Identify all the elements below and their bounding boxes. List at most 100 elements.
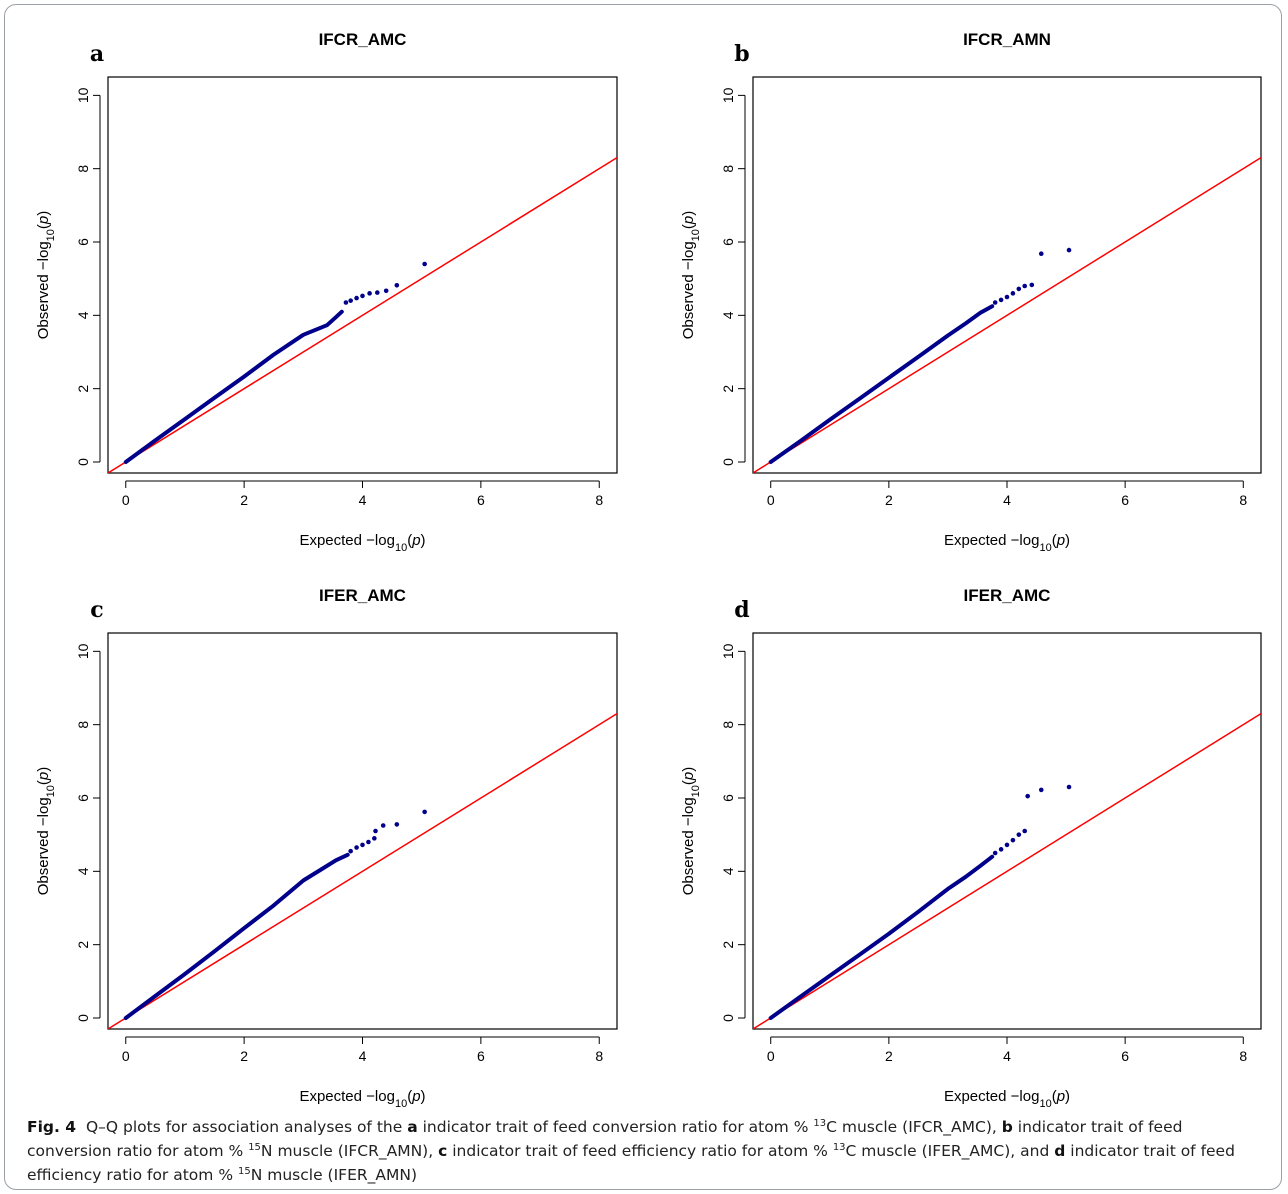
x-tick-label: 2 (240, 492, 248, 508)
caption-letter-a: a (407, 1118, 418, 1136)
observed-point (1066, 247, 1072, 253)
x-tick-label: 4 (1003, 1048, 1011, 1064)
caption-text: C muscle (IFER_AMC), and (845, 1142, 1050, 1160)
plot-area (753, 713, 1261, 1029)
y-axis-label: Observed −log10(p) (680, 767, 702, 896)
qq-panel-d: d IFER_AMC 0 2 4 6 8 0 2 4 6 8 10 Expected −log10(p) O… (680, 586, 1262, 1110)
caption-text: indicator trait of feed conversion ratio… (422, 1118, 809, 1136)
panel-letter: a (90, 41, 104, 67)
observed-point (367, 291, 372, 296)
caption-letter-b: b (1001, 1118, 1013, 1136)
qq-panel-c: c IFER_AMC 0 2 4 6 8 0 2 4 6 8 10 Expected −log10(p) O… (35, 586, 618, 1110)
caption-superscript: 13 (813, 1117, 827, 1129)
observed-point (1029, 282, 1035, 288)
observed-point (366, 839, 371, 845)
y-axis-label: Observed −log10(p) (35, 767, 57, 896)
y-tick-label: 0 (720, 458, 736, 466)
observed-points-band (768, 304, 995, 464)
y-tick-label: 0 (75, 458, 91, 466)
observed-point (998, 297, 1004, 303)
y-tick-label: 2 (720, 941, 736, 949)
observed-point (394, 282, 400, 288)
x-axis-label: Expected −log10(p) (944, 532, 1070, 554)
observed-point (354, 845, 359, 850)
y-tick-label: 10 (75, 643, 91, 659)
y-tick-label: 4 (75, 311, 91, 319)
x-tick-label: 6 (1121, 1048, 1129, 1064)
y-tick-label: 2 (720, 385, 736, 393)
observed-point (422, 261, 427, 267)
caption-superscript: 15 (238, 1165, 251, 1177)
x-tick-label: 8 (595, 1048, 603, 1064)
observed-point (360, 293, 365, 299)
y-tick-label: 8 (720, 165, 736, 173)
plot-area (108, 713, 617, 1029)
expected-line (108, 713, 617, 1029)
observed-point (1004, 294, 1010, 300)
x-tick-label: 2 (885, 492, 893, 508)
caption-letter-c: c (438, 1142, 448, 1160)
plot-area (753, 157, 1261, 473)
observed-point (1038, 787, 1044, 793)
caption-letter-d: d (1054, 1142, 1066, 1160)
x-tick-label: 0 (767, 492, 775, 508)
y-tick-label: 10 (720, 87, 736, 103)
x-tick-label: 0 (122, 492, 130, 508)
observed-point (373, 828, 378, 834)
observed-point (992, 850, 998, 856)
x-tick-label: 6 (477, 492, 485, 508)
panel-letter: d (734, 597, 749, 623)
observed-point (992, 300, 998, 305)
plot-frame (107, 632, 618, 1030)
expected-line (753, 157, 1261, 473)
panel-letter: b (734, 41, 749, 67)
observed-point (1004, 842, 1010, 848)
y-axis-label: Observed −log10(p) (680, 211, 702, 340)
x-tick-label: 0 (122, 1048, 130, 1064)
y-tick-label: 6 (720, 238, 736, 246)
observed-point (422, 809, 427, 815)
x-tick-label: 4 (359, 492, 367, 508)
panel-letter: c (90, 597, 103, 623)
x-tick-label: 0 (767, 1048, 775, 1064)
panel-title: IFCR_AMN (963, 30, 1051, 49)
figure-caption: Fig. 4 Q–Q plots for association analyse… (27, 1115, 1267, 1187)
observed-points-band (123, 852, 350, 1020)
x-tick-label: 8 (1239, 492, 1247, 508)
expected-line (108, 157, 617, 473)
caption-text: N muscle (IFER_AMN) (250, 1166, 418, 1184)
observed-point (1022, 828, 1028, 834)
x-axis-label: Expected −log10(p) (944, 1088, 1070, 1110)
observed-point (1066, 784, 1072, 790)
caption-superscript: 15 (248, 1141, 261, 1153)
observed-point (354, 295, 359, 301)
caption-text: indicator trait of feed efficiency ratio… (452, 1142, 828, 1160)
y-tick-label: 4 (75, 867, 91, 875)
y-tick-label: 8 (75, 721, 91, 729)
panel-title: IFER_AMC (964, 586, 1051, 605)
plot-area (108, 157, 617, 473)
observed-point (372, 836, 377, 841)
qq-panel-a: a IFCR_AMC 0 2 4 6 8 0 2 4 6 8 10 Expected −log10(p) O… (35, 30, 618, 554)
caption-text: indicator trait of feed conversion ratio… (27, 1118, 1183, 1160)
observed-point (1022, 283, 1028, 289)
caption-fig-label: Fig. 4 (27, 1118, 77, 1136)
caption-text: N muscle (IFCR_AMN), (260, 1142, 434, 1160)
plot-frame (752, 632, 1262, 1030)
panel-title: IFER_AMC (319, 586, 406, 605)
caption-text: Q–Q plots for association analyses of th… (85, 1118, 403, 1136)
observed-point (348, 298, 353, 303)
y-tick-label: 8 (75, 165, 91, 173)
panel-title: IFCR_AMC (319, 30, 407, 49)
qq-plots-figure: a IFCR_AMC 0 2 4 6 8 0 2 4 6 8 10 Expected −log10(p) O… (35, 30, 1262, 1110)
y-tick-label: 8 (720, 721, 736, 729)
expected-line (753, 713, 1261, 1029)
observed-point (1016, 832, 1022, 837)
y-tick-label: 0 (75, 1014, 91, 1022)
y-tick-label: 6 (75, 238, 91, 246)
observed-point (343, 300, 349, 305)
figure: a IFCR_AMC 0 2 4 6 8 0 2 4 6 8 10 Expected −log10(p) O… (4, 4, 1282, 1190)
observed-point (360, 842, 365, 848)
x-axis-label: Expected −log10(p) (299, 532, 425, 554)
y-tick-label: 4 (720, 867, 736, 875)
